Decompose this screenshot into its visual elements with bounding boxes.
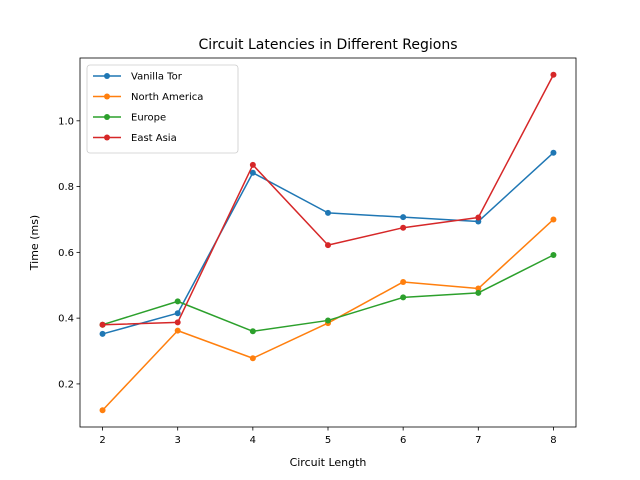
chart-title: Circuit Latencies in Different Regions (198, 37, 457, 53)
data-point (174, 327, 181, 334)
data-point (249, 161, 256, 168)
data-point (99, 330, 106, 337)
data-point (174, 310, 181, 317)
data-point (550, 251, 557, 258)
y-tick-label: 0.8 (58, 182, 74, 193)
data-point (475, 214, 482, 221)
y-tick-label: 0.2 (58, 379, 74, 390)
plot-area (99, 71, 557, 414)
x-tick-label: 3 (175, 435, 181, 446)
data-point (550, 216, 557, 223)
x-tick-label: 4 (250, 435, 256, 446)
data-point (174, 298, 181, 305)
x-tick-label: 8 (550, 435, 556, 446)
data-point (475, 289, 482, 296)
data-point (249, 328, 256, 335)
data-point (475, 285, 482, 292)
legend-label-2: Europe (131, 113, 166, 124)
data-point (400, 214, 407, 221)
y-axis-label: Time (ms) (28, 215, 41, 271)
y-tick-label: 1.0 (58, 116, 74, 127)
legend-label-3: East Asia (131, 133, 177, 144)
x-axis-label: Circuit Length (290, 456, 367, 469)
data-point (99, 321, 106, 328)
data-point (400, 224, 407, 231)
legend: Vanilla Tor North America Europe East Asia (86, 64, 239, 154)
legend-marker-1 (104, 93, 110, 100)
y-tick-label: 0.4 (58, 314, 74, 325)
x-tick-label: 6 (400, 435, 406, 446)
data-point (325, 209, 331, 216)
data-point (400, 278, 407, 285)
y-tick-label: 0.6 (58, 248, 74, 259)
legend-marker-3 (104, 134, 110, 141)
x-tick-label: 2 (99, 435, 105, 446)
data-point (550, 71, 557, 78)
legend-marker-2 (104, 114, 110, 120)
data-point (249, 355, 256, 362)
data-point (249, 169, 256, 176)
data-point (400, 294, 407, 301)
data-point (550, 149, 557, 156)
legend-marker-0 (104, 73, 110, 79)
data-point (325, 242, 331, 249)
data-point (325, 317, 331, 324)
data-point (174, 319, 181, 326)
data-point (99, 407, 106, 414)
x-tick-label: 7 (475, 435, 481, 446)
legend-label-1: North America (131, 92, 203, 103)
legend-label-0: Vanilla Tor (131, 72, 183, 83)
x-tick-label: 5 (325, 435, 331, 446)
legend-box (86, 64, 239, 154)
